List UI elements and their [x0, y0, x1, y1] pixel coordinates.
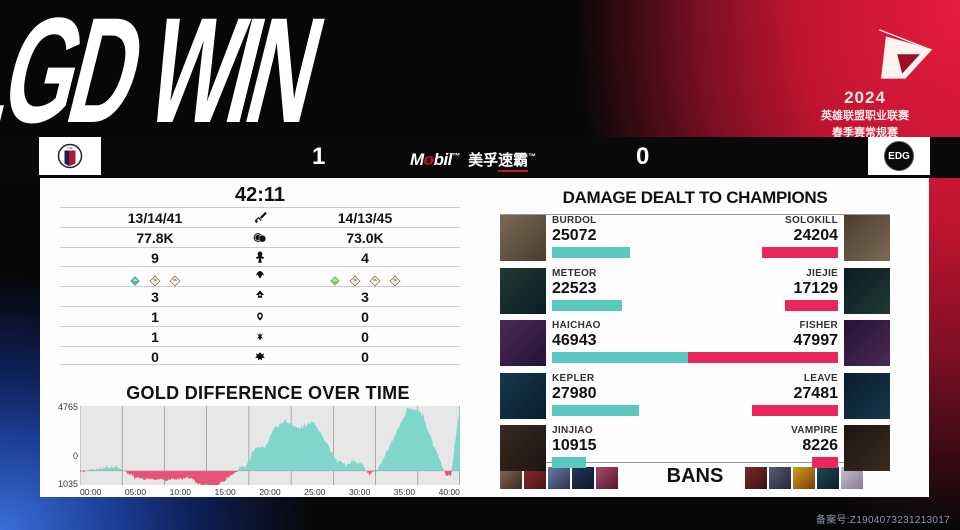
svg-text:LGD: LGD: [68, 148, 73, 150]
